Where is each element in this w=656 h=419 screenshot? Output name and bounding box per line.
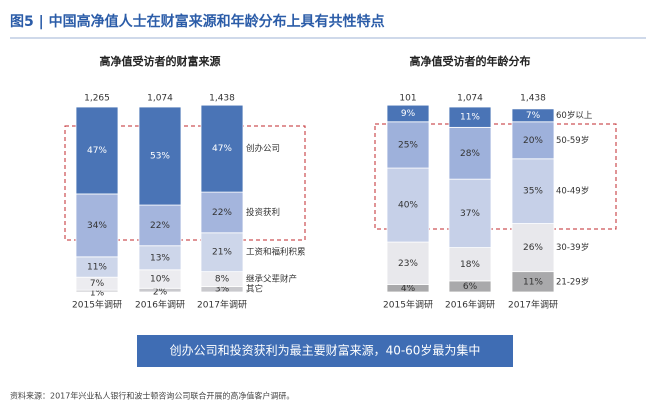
chart-title: 高净值受访者的财富来源 xyxy=(100,54,221,68)
bar-segment xyxy=(448,178,492,248)
source-note: 资料来源：2017年兴业私人银行和波士顿咨询公司联合开展的高净值客户调研。 xyxy=(10,391,294,401)
bar-segment xyxy=(386,241,430,286)
value-label: 4% xyxy=(401,284,416,294)
value-label: 40% xyxy=(398,201,418,211)
value-label: 22% xyxy=(150,221,170,231)
bar-segment xyxy=(448,106,492,128)
chart-title: 高净值受访者的年龄分布 xyxy=(410,54,531,68)
sample-size: 1,265 xyxy=(84,94,110,104)
value-label: 37% xyxy=(460,209,480,219)
bar-segment xyxy=(511,121,555,160)
legend-label: 投资获利 xyxy=(246,207,280,218)
sample-size: 1,074 xyxy=(147,94,173,104)
legend-label: 40-49岁 xyxy=(556,186,589,197)
sample-size: 101 xyxy=(399,94,416,104)
bar-segment xyxy=(138,245,182,271)
value-label: 7% xyxy=(90,279,105,289)
value-label: 9% xyxy=(401,109,416,119)
value-label: 26% xyxy=(523,243,543,253)
x-tick-label: 2015年调研 xyxy=(383,299,433,311)
bar-segment xyxy=(138,204,182,247)
x-tick-label: 2016年调研 xyxy=(445,299,495,311)
value-label: 53% xyxy=(150,152,170,162)
page-title: 图5 | 中国高净值人士在财富来源和年龄分布上具有共性特点 xyxy=(10,13,385,30)
value-label: 18% xyxy=(460,260,480,270)
highlight-box xyxy=(64,125,306,241)
value-label: 28% xyxy=(460,149,480,159)
value-label: 6% xyxy=(463,282,478,292)
value-label: 25% xyxy=(398,140,418,150)
value-label: 47% xyxy=(87,146,107,156)
summary-banner xyxy=(137,335,513,367)
x-tick-label: 2016年调研 xyxy=(135,299,185,311)
bar-segment xyxy=(511,108,555,123)
bar-segment xyxy=(75,106,119,195)
summary-text: 创办公司和投资获利为最主要财富来源，40-60岁最为集中 xyxy=(170,343,481,358)
value-label: 22% xyxy=(212,208,232,218)
legend-label: 继承父辈财产 xyxy=(246,274,297,285)
value-label: 1% xyxy=(90,289,105,299)
legend-label: 21-29岁 xyxy=(556,276,589,287)
legend-label: 其它 xyxy=(246,284,263,295)
value-label: 21% xyxy=(212,248,232,258)
legend-label: 30-39岁 xyxy=(556,242,589,253)
bar-segment xyxy=(386,104,430,123)
legend-label: 工资和福利积累 xyxy=(246,247,306,258)
bar-segment xyxy=(386,121,430,169)
value-label: 11% xyxy=(460,113,480,123)
value-label: 10% xyxy=(150,275,170,285)
value-label: 34% xyxy=(87,221,107,231)
value-label: 2% xyxy=(153,288,168,298)
bar-segment xyxy=(386,167,430,243)
legend-label: 50-59岁 xyxy=(556,135,589,146)
x-tick-label: 2017年调研 xyxy=(508,299,558,311)
legend-label: 创办公司 xyxy=(246,143,280,154)
value-label: 13% xyxy=(150,253,170,263)
bar-segment xyxy=(138,106,182,206)
value-label: 8% xyxy=(215,275,230,285)
bar-segment xyxy=(448,126,492,180)
highlight-box xyxy=(374,123,617,230)
value-label: 20% xyxy=(523,136,543,146)
value-label: 35% xyxy=(523,187,543,197)
value-label: 11% xyxy=(87,263,107,273)
value-label: 23% xyxy=(398,259,418,269)
bar-segment xyxy=(75,193,119,258)
value-label: 7% xyxy=(526,111,541,121)
bar-segment xyxy=(200,104,244,193)
sample-size: 1,438 xyxy=(209,94,235,104)
sample-size: 1,074 xyxy=(457,94,483,104)
value-label: 11% xyxy=(523,277,543,287)
value-label: 3% xyxy=(215,285,230,295)
value-label: 47% xyxy=(212,144,232,154)
x-tick-label: 2015年调研 xyxy=(72,299,122,311)
bar-segment xyxy=(511,158,555,224)
sample-size: 1,438 xyxy=(520,94,546,104)
bar-segment xyxy=(200,232,244,273)
legend-label: 60岁以上 xyxy=(556,110,593,121)
x-tick-label: 2017年调研 xyxy=(197,299,247,311)
